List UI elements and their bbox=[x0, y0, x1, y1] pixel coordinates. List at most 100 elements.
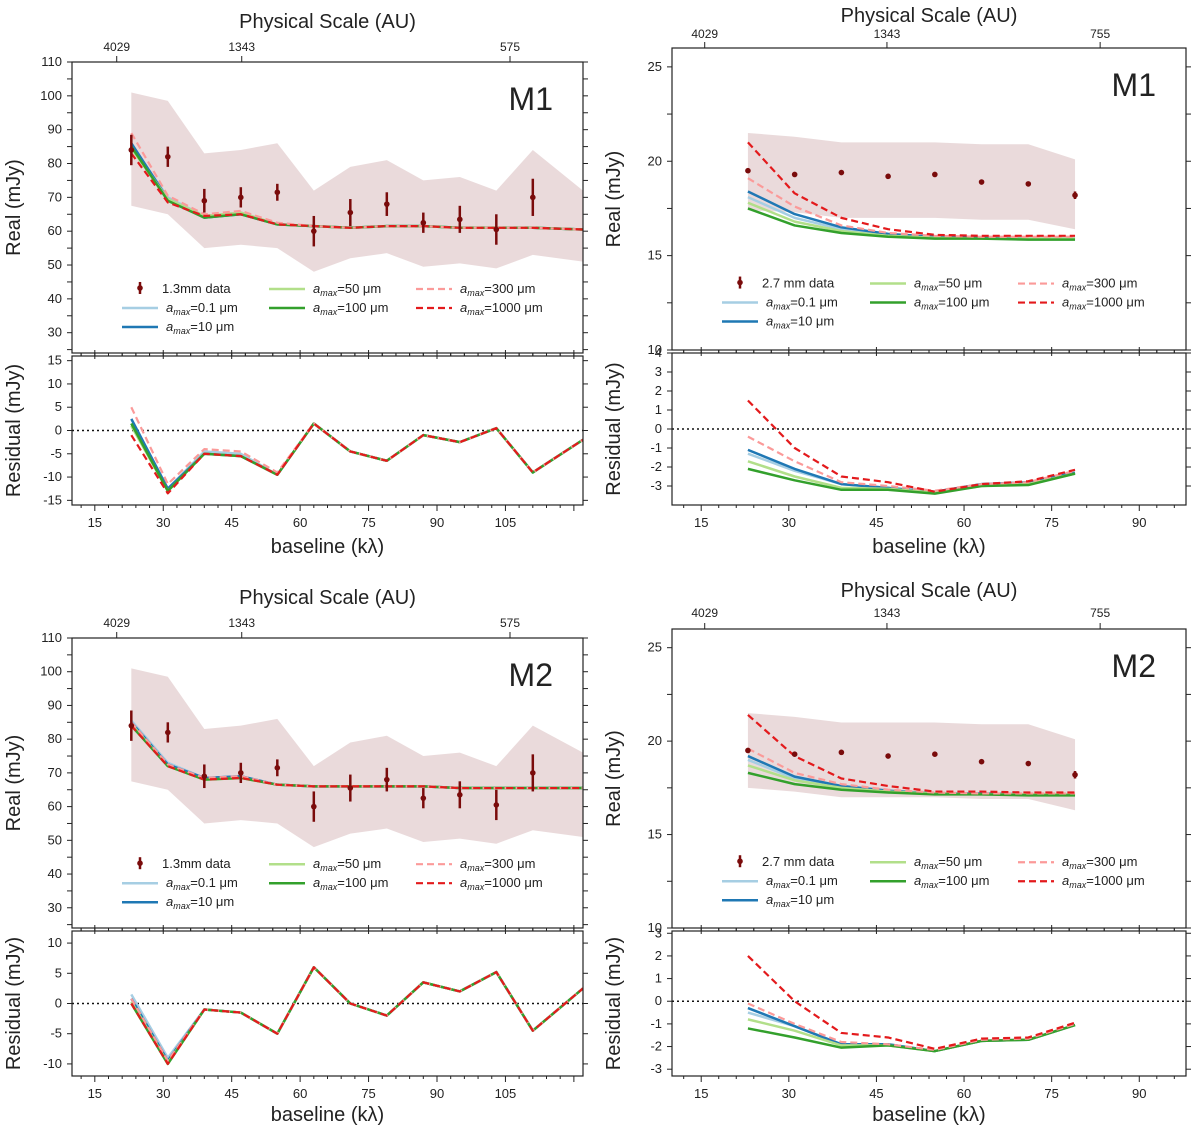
residual-y-tick-label: 5 bbox=[55, 399, 62, 414]
y-tick-label: 50 bbox=[48, 832, 62, 847]
y-tick-label: 110 bbox=[41, 630, 62, 645]
residual-plot-area bbox=[72, 406, 583, 495]
x-axis-title: baseline (kλ) bbox=[271, 1104, 384, 1126]
residual-line-a10 bbox=[130, 966, 583, 1063]
x-tick-label: 75 bbox=[1044, 515, 1058, 530]
legend-a-prefix: a bbox=[914, 276, 921, 291]
legend-max-subscript: max bbox=[1069, 861, 1087, 871]
y-tick-label: 60 bbox=[48, 799, 62, 814]
y-tick-label: 25 bbox=[648, 640, 662, 655]
data-point bbox=[201, 773, 208, 780]
x-tick-label: 45 bbox=[869, 1086, 883, 1101]
y-tick-label: 20 bbox=[648, 153, 662, 168]
legend-a-prefix: a bbox=[460, 875, 467, 890]
residual-y-tick-label: 15 bbox=[48, 353, 62, 368]
y-tick-label: 15 bbox=[648, 248, 662, 263]
x-axis-title: baseline (kλ) bbox=[271, 536, 384, 558]
main-plot-area bbox=[745, 713, 1078, 811]
legend-a-prefix: a bbox=[313, 875, 320, 890]
y-tick-label: 70 bbox=[48, 189, 62, 204]
legend-value: =0.1 μm bbox=[190, 300, 238, 315]
legend-data-marker-dot bbox=[137, 285, 143, 291]
legend-label-a300: amax=300 μm bbox=[460, 281, 535, 298]
legend-label-a01: amax=0.1 μm bbox=[766, 873, 838, 890]
residual-line-a1000 bbox=[130, 966, 583, 1066]
legend-label-a300: amax=300 μm bbox=[1062, 276, 1137, 293]
residual-y-tick-label: 0 bbox=[655, 421, 662, 436]
legend-max-subscript: max bbox=[467, 288, 485, 298]
top-scale-label: 4029 bbox=[691, 606, 718, 620]
y-tick-label: 90 bbox=[48, 697, 62, 712]
y-axis-title-real: Real (mJy) bbox=[3, 159, 25, 256]
legend-data-marker-dot bbox=[137, 860, 143, 866]
legend-label-a100: amax=100 μm bbox=[914, 873, 989, 890]
model-line-a1000 bbox=[130, 152, 583, 231]
data-point bbox=[1072, 192, 1078, 199]
legend-max-subscript: max bbox=[467, 863, 485, 873]
data-point bbox=[885, 753, 891, 759]
residual-line-a300 bbox=[130, 406, 583, 486]
y-tick-label: 40 bbox=[48, 866, 62, 881]
residual-line-a01 bbox=[130, 422, 583, 490]
residual-y-tick-label: -2 bbox=[650, 1039, 662, 1054]
legend-a-prefix: a bbox=[1062, 873, 1069, 888]
data-point bbox=[838, 169, 845, 176]
data-point bbox=[457, 792, 463, 798]
residual-line-a1000 bbox=[747, 955, 1076, 1050]
legend-a-prefix: a bbox=[766, 892, 773, 907]
y-axis-title-residual: Residual (mJy) bbox=[3, 937, 25, 1070]
y-axis-title-residual: Residual (mJy) bbox=[603, 937, 625, 1070]
legend-value: =300 μm bbox=[1086, 276, 1137, 291]
x-tick-label: 15 bbox=[88, 515, 102, 530]
model-line-a300 bbox=[747, 747, 1076, 795]
residual-y-tick-label: -5 bbox=[50, 446, 62, 461]
model-line-a1000 bbox=[747, 714, 1076, 794]
legend-a-prefix: a bbox=[313, 300, 320, 315]
data-point bbox=[530, 194, 536, 201]
residual-y-tick-label: -1 bbox=[650, 440, 662, 455]
uncertainty-band bbox=[747, 132, 1076, 230]
legend-a-prefix: a bbox=[460, 300, 467, 315]
x-axis-title: baseline (kλ) bbox=[872, 1104, 985, 1126]
y-tick-label: 15 bbox=[648, 827, 662, 842]
legend-value: =1000 μm bbox=[1086, 295, 1144, 310]
top-scale-label: 1343 bbox=[874, 606, 901, 620]
legend-value: =300 μm bbox=[484, 281, 535, 296]
residual-line-a100 bbox=[747, 1023, 1076, 1053]
legend-value: =100 μm bbox=[938, 295, 989, 310]
x-tick-label: 75 bbox=[1044, 1086, 1058, 1101]
top-axis-title: Physical Scale (AU) bbox=[239, 11, 416, 33]
legend-label-a100: amax=100 μm bbox=[313, 875, 388, 892]
residual-y-tick-label: -10 bbox=[43, 1056, 62, 1071]
data-point bbox=[838, 749, 845, 756]
legend-value: =300 μm bbox=[484, 856, 535, 871]
data-point bbox=[978, 179, 985, 185]
data-point bbox=[932, 751, 938, 758]
residual-y-tick-label: -1 bbox=[650, 1016, 662, 1031]
data-point bbox=[457, 216, 463, 223]
legend-max-subscript: max bbox=[320, 882, 338, 892]
data-point bbox=[493, 226, 500, 233]
legend-max-subscript: max bbox=[467, 882, 485, 892]
residual-y-tick-label: -3 bbox=[650, 478, 662, 493]
panel-title: M2 bbox=[1112, 648, 1156, 684]
x-tick-label: 15 bbox=[694, 1086, 708, 1101]
legend-label-a1000: amax=1000 μm bbox=[1062, 295, 1145, 312]
main-plot-area bbox=[745, 132, 1078, 241]
data-point bbox=[238, 770, 244, 776]
x-tick-label: 75 bbox=[361, 1086, 375, 1101]
residual-y-tick-label: -10 bbox=[43, 469, 62, 484]
legend-label-a1000: amax=1000 μm bbox=[460, 300, 543, 317]
top-scale-label: 4029 bbox=[103, 40, 130, 54]
legend-a-prefix: a bbox=[460, 281, 467, 296]
x-tick-label: 15 bbox=[694, 515, 708, 530]
legend-max-subscript: max bbox=[320, 863, 338, 873]
x-tick-label: 45 bbox=[224, 515, 238, 530]
residual-y-tick-label: 3 bbox=[655, 364, 662, 379]
x-axis-title: baseline (kλ) bbox=[872, 536, 985, 558]
legend-a-prefix: a bbox=[166, 319, 173, 334]
legend-label-a01: amax=0.1 μm bbox=[166, 875, 238, 892]
